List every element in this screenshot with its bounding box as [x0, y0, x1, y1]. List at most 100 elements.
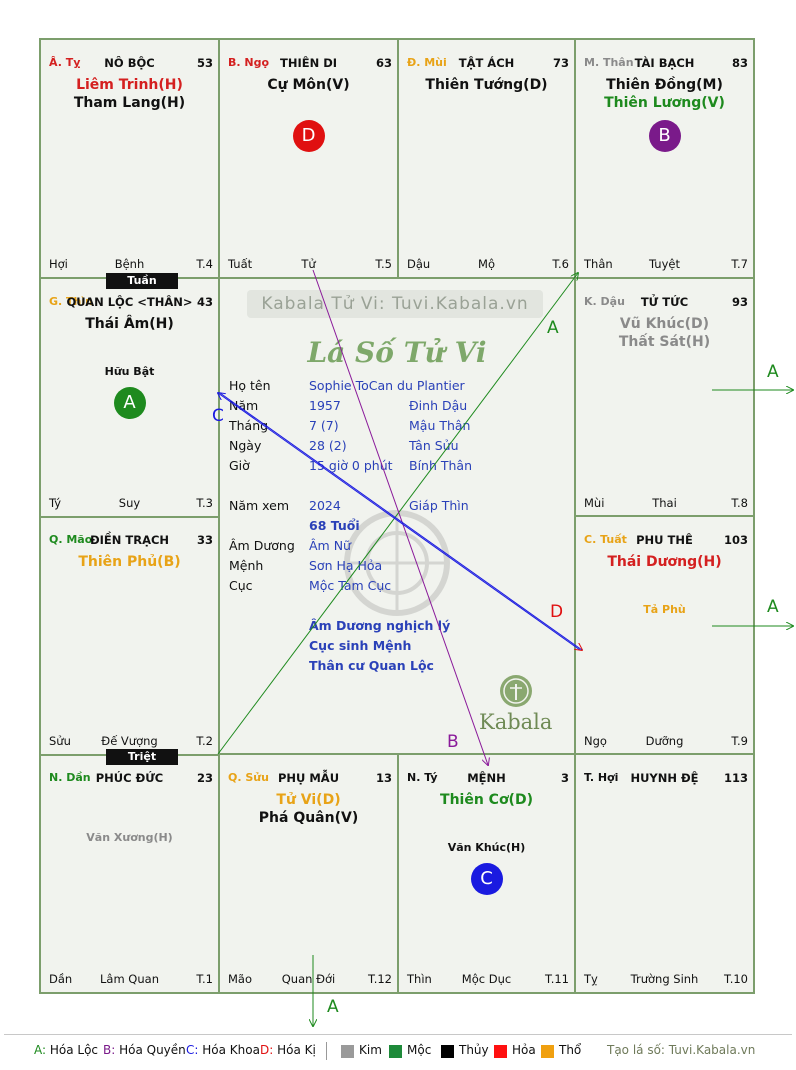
palace-month: T.10	[724, 972, 748, 986]
info-note: Thân cư Quan Lộc	[309, 658, 434, 673]
major-stars: Vũ Khúc(D) Thất Sát(H)	[576, 315, 753, 351]
palace-name: PHU THÊ	[636, 533, 693, 547]
info-label: Cục	[229, 578, 253, 593]
palace-position: N. Tý	[407, 771, 438, 784]
palace-name: MỆNH	[467, 771, 506, 785]
palace-cell[interactable]: Â. Tỵ NÔ BỘC 53 Liêm Trinh(H) Tham Lang(H) Hợ…	[39, 38, 220, 279]
palace-branch: Hợi	[49, 257, 68, 271]
info-can-chi: Mậu Thân	[409, 418, 471, 433]
palace-name: HUYNH ĐỆ	[630, 771, 699, 785]
palace-name: THIÊN DI	[279, 56, 338, 70]
palace-cell[interactable]: T. Hợi HUYNH ĐỆ 113 Tỵ Trường Sinh T.10	[574, 753, 755, 994]
palace-name: TẬT ÁCH	[458, 56, 515, 70]
major-star: Thái Âm(H)	[85, 316, 174, 332]
info-label: Mệnh	[229, 558, 264, 573]
palace-branch: Dần	[49, 972, 73, 986]
major-stars: Thiên Phủ(B)	[41, 553, 218, 571]
info-value: 15 giờ 0 phút	[309, 458, 393, 473]
info-value: 1957	[309, 398, 341, 413]
palace-cell[interactable]: Q. Mão ĐIỀN TRẠCH 33 Thiên Phủ(B) Sửu Đế Vượn…	[39, 515, 220, 756]
major-star: Vũ Khúc(D)	[619, 316, 710, 332]
element-label: Thổ	[559, 1043, 582, 1057]
palace-name: TÀI BẠCH	[634, 56, 695, 70]
hoa-badge: B	[648, 120, 681, 152]
palace-cell[interactable]: Đ. Mùi TẬT ÁCH 73 Thiên Tướng(D) Dậu Mộ T.6	[397, 38, 576, 279]
minor-star: Văn Xương(H)	[86, 831, 173, 844]
palace-cell[interactable]: N. Dần PHÚC ĐỨC 23 Văn Xương(H) Dần Lâm Quan T…	[39, 753, 220, 994]
legend-text: Hóa Lộc	[46, 1043, 99, 1057]
info-can-chi: Giáp Thìn	[409, 498, 469, 513]
palace-name: NÔ BỘC	[104, 56, 155, 70]
palace-cell[interactable]: C. Tuất PHU THÊ 103 Thái Dương(H) Tả Phù Ngọ D…	[574, 515, 755, 756]
palace-age: 93	[731, 295, 748, 309]
palace-stage: Dưỡng	[645, 734, 684, 748]
legend-hoa: D: Hóa Kị	[260, 1043, 316, 1057]
palace-month: T.11	[545, 972, 569, 986]
arrow-label-d: D	[550, 602, 564, 622]
palace-position: Q. Sửu	[228, 771, 269, 784]
palace-stage: Đế Vượng	[101, 734, 158, 748]
palace-stage: Tử	[301, 257, 316, 271]
element-swatch	[389, 1045, 402, 1058]
palace-age: 3	[560, 771, 569, 785]
element-swatch	[494, 1045, 507, 1058]
legend-text: Hóa Khoa	[198, 1043, 260, 1057]
palace-stage: Mộc Dục	[461, 972, 512, 986]
palace-month: T.3	[196, 496, 213, 510]
palace-position: Đ. Mùi	[407, 56, 447, 69]
palace-age: 53	[196, 56, 213, 70]
palace-stage: Lâm Quan	[100, 972, 159, 986]
major-stars: Thiên Cơ(D)	[399, 791, 574, 809]
info-value: Âm Nữ	[309, 538, 351, 553]
chart-title: Lá Số Tử Vi	[307, 336, 487, 369]
palace-cell[interactable]: K. Dậu TỬ TỨC 93 Vũ Khúc(D) Thất Sát(H) Mùi Th…	[574, 277, 755, 518]
element-swatch	[541, 1045, 554, 1058]
palace-cell[interactable]: Q. Sửu PHỤ MẪU 13 Tử Vi(D) Phá Quân(V) Mão Qua…	[218, 753, 399, 994]
palace-cell[interactable]: M. Thân TÀI BẠCH 83 Thiên Đồng(M) Thiên Lươn…	[574, 38, 755, 279]
palace-branch: Thân	[584, 257, 613, 271]
palace-branch: Thìn	[407, 972, 432, 986]
arrow-label-a1: A	[547, 318, 559, 338]
info-label: Năm xem	[229, 498, 290, 513]
palace-age: 33	[196, 533, 213, 547]
major-star: Tham Lang(H)	[73, 95, 186, 111]
palace-age: 113	[723, 771, 748, 785]
palace-cell[interactable]: N. Tý MỆNH 3 Thiên Cơ(D) Văn Khúc(H) C Thìn Mộc…	[397, 753, 576, 994]
major-stars: Thiên Đồng(M) Thiên Lương(V)	[576, 76, 753, 112]
palace-branch: Mùi	[584, 496, 605, 510]
info-value: 2024	[309, 498, 341, 513]
legend-divider-top	[4, 1034, 792, 1035]
element-label: Kim	[359, 1043, 382, 1057]
watermark-banner: Kabala Tử Vi: Tuvi.Kabala.vn	[247, 290, 543, 318]
palace-branch: Tý	[49, 496, 62, 510]
info-can-chi: Đinh Dậu	[409, 398, 468, 413]
hoa-badge: D	[292, 120, 325, 152]
info-label: Họ tên	[229, 378, 271, 393]
hoa-badge: A	[113, 387, 146, 419]
major-star: Thất Sát(H)	[618, 334, 711, 350]
info-label: Ngày	[229, 438, 262, 453]
palace-age: 103	[723, 533, 748, 547]
legend-text: Hóa Kị	[273, 1043, 316, 1057]
major-star: Thiên Tướng(D)	[425, 77, 548, 93]
center-info-panel: Kabala Tử Vi: Tuvi.Kabala.vn Lá Số Tử Vi…	[219, 278, 575, 754]
palace-cell[interactable]: B. Ngọ THIÊN DI 63 Cự Môn(V) D Tuất Tử T.5	[218, 38, 399, 279]
palace-stage: Suy	[118, 496, 141, 510]
palace-cell[interactable]: G. Thìn QUAN LỘC <THÂN> 43 Thái Âm(H) Hữu Bậ…	[39, 277, 220, 518]
palace-position: C. Tuất	[584, 533, 627, 546]
kabala-logo: Kabala	[479, 710, 553, 734]
palace-branch: Mão	[228, 972, 253, 986]
palace-position: B. Ngọ	[228, 56, 270, 69]
info-label: Giờ	[229, 458, 250, 473]
chart-board: Kabala Tử Vi: Tuvi.Kabala.vn Lá Số Tử Vi…	[39, 38, 755, 994]
palace-branch: Dậu	[407, 257, 431, 271]
palace-position: Q. Mão	[49, 533, 93, 546]
triet-tag: Triệt	[106, 749, 178, 765]
palace-age: 43	[196, 295, 213, 309]
palace-month: T.6	[552, 257, 569, 271]
palace-name: PHỤ MẪU	[277, 771, 340, 785]
legend-hoa: A: Hóa Lộc	[34, 1043, 98, 1057]
site-credit: Tạo lá số: Tuvi.Kabala.vn	[607, 1043, 756, 1057]
major-star: Thiên Phủ(B)	[78, 554, 181, 570]
legend-key: C:	[186, 1043, 199, 1057]
